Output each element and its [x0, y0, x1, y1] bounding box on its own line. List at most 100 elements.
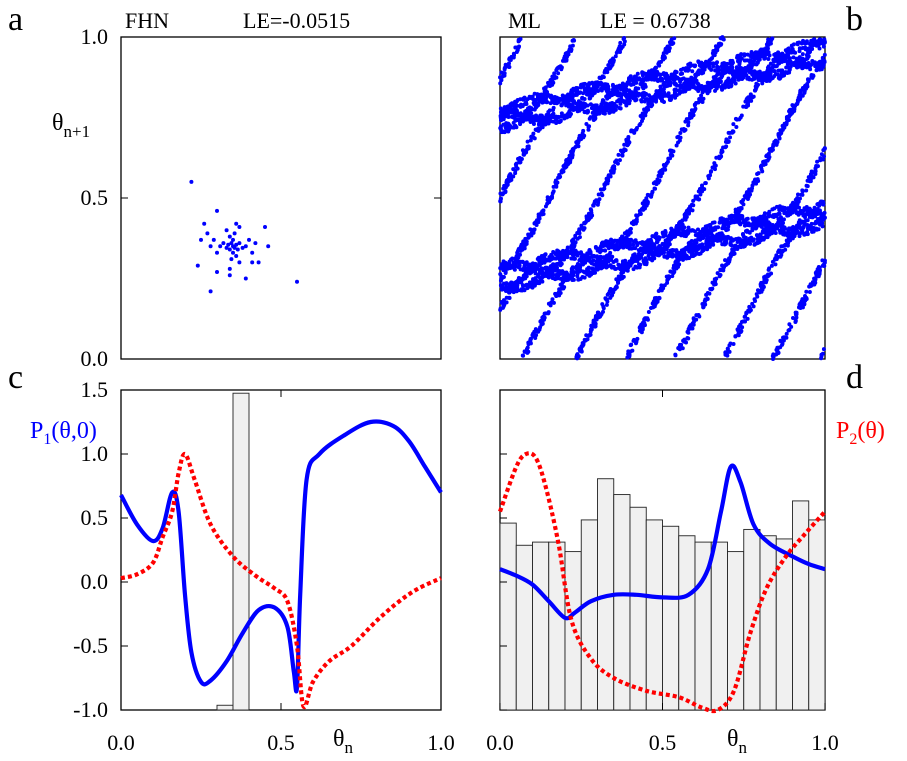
- scatter-point: [593, 116, 598, 121]
- scatter-point: [712, 282, 717, 287]
- scatter-point: [748, 238, 753, 243]
- scatter-point: [624, 82, 629, 87]
- scatter-point: [812, 37, 817, 42]
- scatter-point: [709, 231, 714, 236]
- scatter-point: [556, 71, 561, 76]
- scatter-point: [600, 302, 605, 307]
- scatter-point: [571, 99, 576, 104]
- scatter-point: [605, 82, 610, 87]
- scatter-point: [625, 237, 630, 242]
- scatter-point: [629, 342, 634, 347]
- scatter-point: [791, 49, 796, 54]
- scatter-point: [208, 289, 213, 294]
- scatter-point: [563, 58, 568, 63]
- scatter-point: [720, 242, 725, 247]
- scatter-point: [547, 196, 552, 201]
- scatter-point: [795, 201, 800, 206]
- scatter-point: [756, 72, 761, 77]
- scatter-point: [581, 227, 586, 232]
- scatter-point: [816, 65, 821, 70]
- scatter-point: [820, 55, 825, 60]
- scatter-point: [759, 238, 764, 243]
- scatter-point: [687, 61, 692, 66]
- scatter-point: [726, 76, 731, 81]
- scatter-point: [816, 265, 821, 270]
- scatter-point: [229, 241, 234, 246]
- scatter-point: [803, 218, 808, 223]
- scatter-point: [619, 84, 624, 89]
- scatter-point: [787, 322, 792, 327]
- scatter-point: [669, 150, 674, 155]
- scatter-point: [528, 138, 533, 143]
- scatter-point: [533, 329, 538, 334]
- scatter-point: [226, 242, 231, 247]
- scatter-point: [615, 93, 620, 98]
- scatter-point: [781, 338, 786, 343]
- scatter-point: [545, 113, 550, 118]
- scatter-point: [679, 84, 684, 89]
- scatter-point: [570, 266, 575, 271]
- scatter-point: [711, 228, 716, 233]
- scatter-point: [637, 265, 642, 270]
- scatter-point: [649, 192, 654, 197]
- scatter-point: [594, 110, 599, 115]
- scatter-point: [507, 61, 512, 66]
- scatter-point: [653, 186, 658, 191]
- scatter-point: [820, 263, 825, 268]
- scatter-point: [656, 253, 661, 258]
- scatter-point: [761, 284, 766, 289]
- scatter-point: [517, 261, 522, 266]
- scatter-point: [570, 238, 575, 243]
- scatter-point: [541, 208, 546, 213]
- scatter-point: [553, 95, 558, 100]
- scatter-point: [629, 246, 634, 251]
- scatter-point: [502, 66, 507, 71]
- scatter-point: [224, 228, 229, 233]
- scatter-point: [654, 182, 659, 187]
- scatter-point: [745, 196, 750, 201]
- scatter-point: [747, 230, 752, 235]
- scatter-point: [750, 183, 755, 188]
- scatter-point: [618, 40, 623, 45]
- scatter-point: [601, 309, 606, 314]
- scatter-point: [569, 276, 574, 281]
- scatter-point: [654, 89, 659, 94]
- scatter-point: [678, 253, 683, 258]
- scatter-point: [663, 163, 668, 168]
- scatter-point: [612, 101, 617, 106]
- scatter-point: [622, 36, 627, 41]
- scatter-point: [770, 36, 775, 41]
- scatter-point: [582, 96, 587, 101]
- scatter-point: [624, 95, 629, 100]
- scatter-point: [524, 116, 529, 121]
- scatter-point: [589, 208, 594, 213]
- scatter-point: [804, 65, 809, 70]
- scatter-point: [699, 93, 704, 98]
- scatter-point: [642, 317, 647, 322]
- scatter-point: [680, 257, 685, 262]
- scatter-point: [499, 130, 504, 135]
- scatter-point: [686, 85, 691, 90]
- scatter-point: [682, 212, 687, 217]
- scatter-point: [600, 85, 605, 90]
- scatter-point: [596, 192, 601, 197]
- scatter-point: [764, 232, 769, 237]
- scatter-point: [755, 241, 760, 246]
- scatter-point: [608, 286, 613, 291]
- scatter-point: [817, 222, 822, 227]
- scatter-point: [683, 68, 688, 73]
- scatter-point: [812, 282, 817, 287]
- scatter-point: [550, 191, 555, 196]
- scatter-point: [690, 69, 695, 74]
- scatter-point: [633, 86, 638, 91]
- scatter-point: [800, 93, 805, 98]
- scatter-point: [741, 198, 746, 203]
- scatter-point: [741, 75, 746, 80]
- scatter-point: [736, 77, 741, 82]
- scatter-point: [639, 252, 644, 257]
- scatter-point: [695, 251, 700, 256]
- scatter-point: [571, 146, 576, 151]
- scatter-point: [613, 54, 618, 59]
- scatter-point: [728, 61, 733, 66]
- scatter-point: [208, 244, 213, 249]
